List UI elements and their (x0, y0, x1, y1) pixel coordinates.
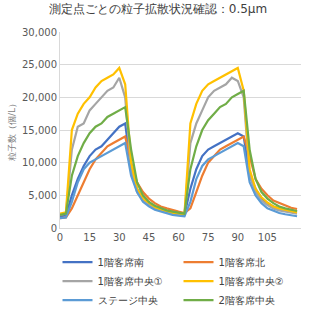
svg-text:15,000: 15,000 (22, 125, 57, 136)
svg-text:45: 45 (143, 232, 156, 243)
svg-text:15: 15 (83, 232, 96, 243)
svg-text:75: 75 (202, 232, 215, 243)
svg-text:60: 60 (172, 232, 185, 243)
svg-text:0: 0 (57, 232, 63, 243)
svg-text:5,000: 5,000 (28, 190, 57, 201)
svg-text:10,000: 10,000 (22, 157, 57, 168)
svg-text:測定点ごとの粒子拡散状況確認：0.5μm: 測定点ごとの粒子拡散状況確認：0.5μm (49, 2, 267, 16)
svg-text:1階客席中央①: 1階客席中央① (98, 276, 163, 287)
svg-text:1階客席南: 1階客席南 (98, 257, 144, 268)
svg-text:1階客席北: 1階客席北 (219, 257, 265, 268)
svg-text:105: 105 (258, 232, 277, 243)
svg-text:ステージ中央: ステージ中央 (98, 295, 158, 306)
svg-text:30,000: 30,000 (22, 27, 57, 38)
svg-text:1階客席中央②: 1階客席中央② (219, 276, 284, 287)
svg-text:2階客席中央: 2階客席中央 (219, 295, 275, 306)
svg-text:粒子数（個/L）: 粒子数（個/L） (7, 99, 17, 161)
svg-text:0: 0 (51, 223, 57, 234)
svg-text:25,000: 25,000 (22, 59, 57, 70)
svg-text:20,000: 20,000 (22, 92, 57, 103)
svg-text:90: 90 (231, 232, 244, 243)
svg-text:30: 30 (113, 232, 126, 243)
